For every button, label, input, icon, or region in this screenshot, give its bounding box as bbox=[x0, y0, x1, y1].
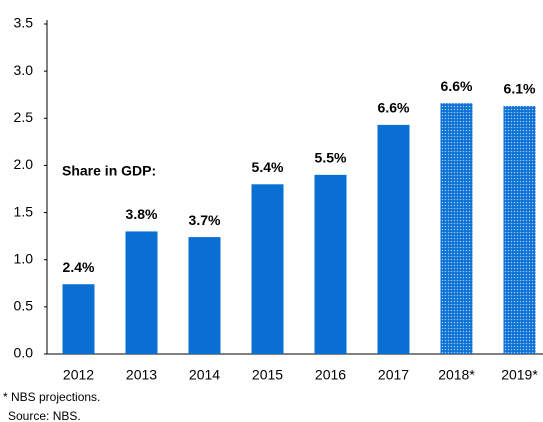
x-tick-label: 2018* bbox=[438, 367, 475, 383]
bar-label: 5.4% bbox=[252, 159, 284, 175]
bar-label: 3.7% bbox=[189, 212, 221, 228]
bar bbox=[62, 284, 95, 354]
bar-label: 5.5% bbox=[315, 150, 347, 166]
x-tick-label: 2012 bbox=[63, 367, 94, 383]
bar bbox=[314, 174, 347, 354]
annotation: Share in GDP: bbox=[62, 163, 156, 179]
x-tick-label: 2017 bbox=[378, 367, 409, 383]
bar bbox=[503, 106, 536, 355]
footnote: * NBS projections. bbox=[3, 390, 100, 404]
y-tick-label: 3.5 bbox=[14, 15, 34, 31]
x-tick-label: 2015 bbox=[252, 367, 283, 383]
footnote: Source: NBS. bbox=[8, 409, 81, 422]
x-tick-label: 2016 bbox=[315, 367, 346, 383]
y-tick-label: 2.0 bbox=[14, 156, 34, 172]
bar-label: 2.4% bbox=[63, 259, 95, 275]
y-tick-label: 3.0 bbox=[14, 62, 34, 78]
y-tick-label: 0.5 bbox=[14, 298, 34, 314]
y-tick-label: 0.0 bbox=[14, 345, 34, 361]
x-tick-label: 2013 bbox=[126, 367, 157, 383]
x-tick-label: 2014 bbox=[189, 367, 220, 383]
bar bbox=[377, 124, 410, 354]
y-tick-label: 1.0 bbox=[14, 250, 34, 266]
bar-label: 6.1% bbox=[504, 81, 536, 97]
bar-label: 6.6% bbox=[378, 100, 410, 116]
y-tick-label: 2.5 bbox=[14, 109, 34, 125]
bar bbox=[125, 231, 158, 354]
bar bbox=[251, 184, 284, 354]
bar bbox=[440, 103, 473, 354]
x-tick-label: 2019* bbox=[501, 367, 538, 383]
bar-label: 3.8% bbox=[126, 206, 158, 222]
bar-label: 6.6% bbox=[441, 78, 473, 94]
y-tick-label: 1.5 bbox=[14, 203, 34, 219]
bar bbox=[188, 237, 221, 354]
